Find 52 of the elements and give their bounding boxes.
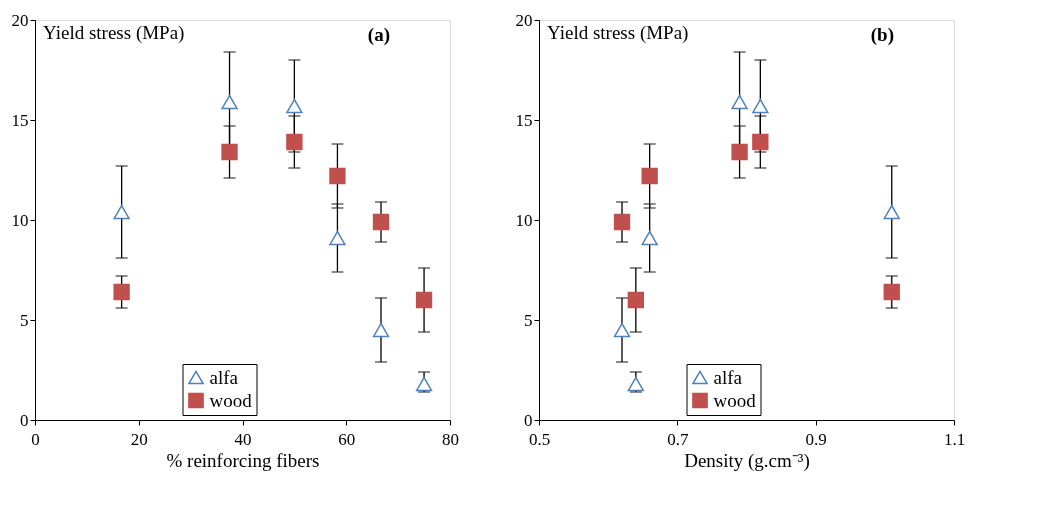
chart-title: (a) <box>367 24 390 46</box>
y-tick-label: 20 <box>515 10 533 30</box>
point <box>221 143 238 161</box>
point <box>883 204 900 220</box>
y-axis-title: Yield stress (MPa) <box>547 22 689 44</box>
x-tick-label: 0.7 <box>667 429 689 449</box>
y-tick-label: 15 <box>11 110 29 130</box>
point <box>613 213 631 231</box>
legend-label: alfa <box>713 366 743 388</box>
x-axis-title: Density (g.cm⁻³) <box>684 449 810 472</box>
x-tick-label: 0.5 <box>528 429 551 449</box>
legend-label: alfa <box>209 366 239 388</box>
point <box>415 376 433 392</box>
chart-title: (b) <box>870 24 894 46</box>
x-axis-title: % reinforcing fibers <box>166 449 320 471</box>
point <box>286 98 303 114</box>
point <box>641 167 658 185</box>
point <box>286 133 303 151</box>
point <box>641 230 658 246</box>
x-tick-label: 80 <box>442 429 459 449</box>
y-tick-label: 5 <box>20 310 29 330</box>
point <box>221 94 238 110</box>
point <box>415 291 433 309</box>
y-tick-label: 15 <box>515 110 533 130</box>
y-tick-label: 10 <box>515 210 533 230</box>
y-tick-label: 10 <box>11 210 29 230</box>
x-tick-label: 40 <box>234 429 252 449</box>
point <box>752 98 769 114</box>
x-tick-label: 1.1 <box>943 429 966 449</box>
point <box>883 283 900 301</box>
point <box>752 133 769 151</box>
x-tick-label: 20 <box>130 429 148 449</box>
point <box>372 213 390 231</box>
x-tick-label: 0.9 <box>805 429 827 449</box>
point <box>613 322 631 338</box>
y-tick-label: 0 <box>20 410 29 430</box>
y-tick-label: 20 <box>11 10 29 30</box>
legend-label: wood <box>209 389 253 411</box>
point <box>627 376 644 392</box>
point <box>329 230 346 246</box>
point <box>731 94 748 110</box>
point <box>329 167 346 185</box>
point <box>731 143 748 161</box>
y-tick-label: 0 <box>524 410 533 430</box>
point <box>113 283 130 301</box>
y-tick-label: 5 <box>524 310 533 330</box>
x-tick-label: 60 <box>338 429 356 449</box>
y-axis-title: Yield stress (MPa) <box>43 22 185 44</box>
legend-label: wood <box>713 389 757 411</box>
point <box>372 322 390 338</box>
point <box>627 291 644 309</box>
point <box>113 204 130 220</box>
